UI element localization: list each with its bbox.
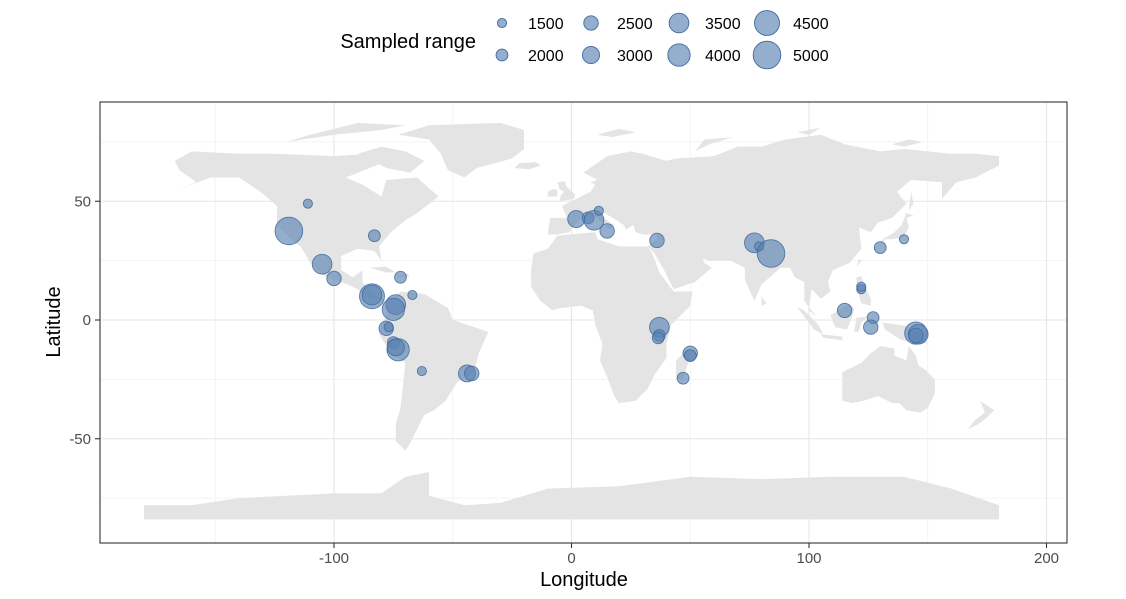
land-new-zealand xyxy=(968,400,995,430)
data-point xyxy=(464,365,480,382)
legend: Sampled range 1500 2000 2500 3000 3500 4000 45… xyxy=(340,10,829,70)
land-south-america xyxy=(379,291,489,451)
data-point xyxy=(274,216,304,246)
legend-key-label: 3500 xyxy=(705,16,741,33)
legend-key-label: 1500 xyxy=(528,16,564,33)
data-point xyxy=(394,270,407,284)
land-britain xyxy=(557,181,576,202)
y-tick-label: 50 xyxy=(74,193,91,210)
land-novaya-zemlya xyxy=(695,137,733,152)
land-taiwan xyxy=(856,259,862,268)
data-point xyxy=(599,223,615,239)
legend-key-label: 4000 xyxy=(705,48,741,65)
x-tick-label: -100 xyxy=(319,550,349,567)
land-baffin xyxy=(357,146,425,173)
land-ireland xyxy=(547,189,558,197)
data-points xyxy=(274,198,929,385)
land-cuba xyxy=(369,266,396,273)
legend-key-symbol xyxy=(582,46,600,64)
land-svalbard xyxy=(597,128,636,138)
y-axis: -50 0 50 xyxy=(69,193,100,448)
data-point xyxy=(593,205,604,216)
land-eurasia xyxy=(547,134,999,317)
legend-key-label: 5000 xyxy=(793,48,829,65)
land-north-america xyxy=(174,151,439,301)
x-axis: -100 0 100 200 xyxy=(319,543,1059,567)
land-japan xyxy=(880,213,914,247)
data-point xyxy=(898,234,910,245)
data-point xyxy=(386,338,405,357)
land-africa xyxy=(531,232,693,404)
data-point xyxy=(416,366,427,377)
data-point xyxy=(836,302,853,319)
legend-key-label: 3000 xyxy=(617,48,653,65)
data-point xyxy=(368,229,381,243)
legend-key-symbol xyxy=(752,40,782,70)
data-point xyxy=(908,327,924,344)
data-point xyxy=(383,322,394,333)
y-axis-label: Latitude xyxy=(43,286,65,357)
data-point xyxy=(407,290,418,301)
y-tick-label: -50 xyxy=(69,431,91,448)
data-point xyxy=(381,297,405,321)
data-point xyxy=(756,239,786,268)
legend-key-symbol xyxy=(496,17,508,29)
data-point xyxy=(676,371,690,385)
x-tick-label: 200 xyxy=(1034,550,1059,567)
data-point xyxy=(856,281,867,292)
x-axis-label: Longitude xyxy=(540,569,628,591)
land-australia xyxy=(842,346,935,413)
legend-key-symbol xyxy=(668,12,690,34)
world-basemap xyxy=(144,122,999,520)
legend-keys: 1500 2000 2500 3000 3500 4000 4500 5000 xyxy=(495,10,829,70)
land-new-siberian xyxy=(892,139,923,147)
legend-title: Sampled range xyxy=(340,31,476,53)
land-sulawesi xyxy=(854,316,869,332)
legend-key-symbol xyxy=(667,43,691,67)
data-point xyxy=(873,241,887,254)
land-sumatra xyxy=(797,306,824,335)
legend-key-symbol xyxy=(754,10,780,36)
data-point xyxy=(651,331,665,345)
data-point xyxy=(863,319,879,335)
data-point xyxy=(302,198,313,209)
x-tick-label: 100 xyxy=(796,550,821,567)
legend-key-label: 4500 xyxy=(793,16,829,33)
y-tick-label: 0 xyxy=(83,312,91,329)
data-point xyxy=(361,284,383,306)
data-point xyxy=(683,349,697,362)
data-point xyxy=(311,253,333,275)
legend-key-symbol xyxy=(495,48,509,62)
legend-key-label: 2500 xyxy=(617,16,653,33)
land-java xyxy=(820,334,843,341)
legend-key-symbol xyxy=(583,15,599,31)
plot-panel xyxy=(99,101,1068,544)
data-point xyxy=(326,270,342,287)
land-greenland xyxy=(398,122,524,178)
x-tick-label: 0 xyxy=(567,550,575,567)
land-sakhalin xyxy=(908,191,914,211)
panel-border xyxy=(99,101,1068,544)
land-sri-lanka xyxy=(761,296,767,306)
land-severnaya xyxy=(797,127,821,135)
data-point xyxy=(649,232,665,249)
legend-key-label: 2000 xyxy=(528,48,564,65)
land-iceland xyxy=(514,162,541,170)
land-arctic-islands xyxy=(286,122,406,142)
land-antarctica xyxy=(144,472,999,520)
